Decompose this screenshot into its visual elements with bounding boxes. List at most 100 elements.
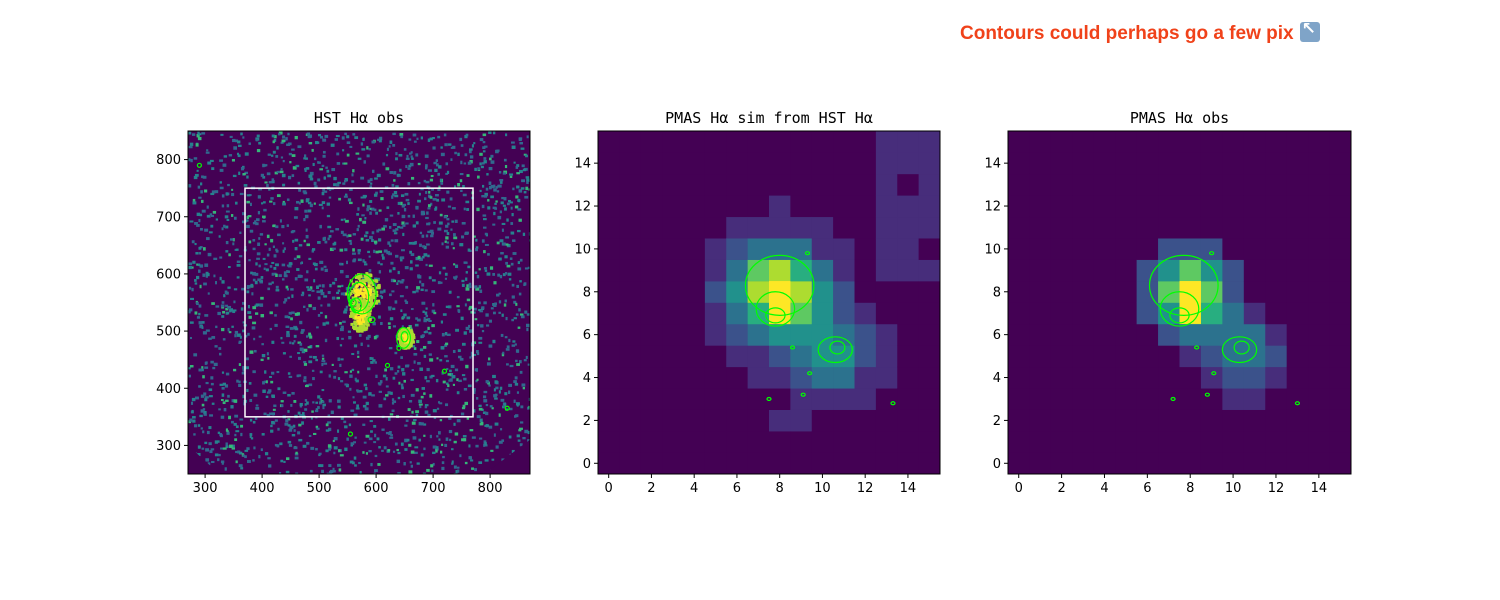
noise-pixel [488, 384, 491, 387]
noise-pixel [386, 206, 390, 209]
noise-pixel [282, 159, 285, 163]
noise-pixel [451, 207, 456, 210]
noise-pixel [253, 446, 256, 450]
pmas-pixel [704, 281, 727, 303]
noise-pixel [275, 249, 279, 253]
noise-pixel [284, 315, 289, 319]
emission-pixel [359, 321, 363, 325]
noise-pixel [483, 301, 487, 305]
emission-pixel [355, 290, 359, 294]
pmas-pixel [1072, 195, 1095, 218]
noise-pixel [523, 282, 527, 286]
noise-pixel [301, 421, 304, 425]
noise-pixel [321, 400, 325, 404]
noise-pixel [246, 175, 249, 179]
noise-pixel [353, 441, 356, 444]
noise-pixel [522, 232, 526, 236]
noise-pixel [206, 214, 211, 218]
pmas-pixel [1029, 238, 1052, 260]
noise-pixel [271, 371, 275, 375]
noise-pixel [448, 143, 452, 146]
noise-pixel [188, 309, 191, 314]
noise-pixel [368, 148, 371, 151]
noise-pixel [301, 412, 305, 416]
pmas-pixel [811, 216, 834, 239]
contour-line [800, 392, 806, 397]
noise-pixel [354, 464, 357, 467]
noise-pixel [517, 326, 521, 329]
noise-pixel [303, 191, 308, 195]
noise-pixel [197, 424, 201, 427]
noise-pixel [339, 262, 342, 266]
noise-pixel [469, 356, 472, 359]
noise-pixel [233, 368, 237, 372]
noise-pixel [254, 220, 257, 223]
noise-pixel [484, 442, 487, 446]
noise-pixel [210, 214, 215, 217]
noise-pixel [316, 285, 320, 290]
pmas-pixel [897, 281, 919, 303]
noise-pixel [413, 352, 418, 356]
noise-pixel [231, 192, 235, 197]
noise-pixel [327, 414, 331, 418]
pmas-pixel [854, 323, 877, 346]
noise-pixel [400, 442, 404, 446]
noise-pixel [395, 228, 399, 231]
noise-pixel [498, 257, 502, 261]
noise-pixel [274, 171, 278, 175]
pmas-pixel [875, 431, 898, 453]
pmas-pixel [1072, 366, 1095, 389]
noise-pixel [482, 133, 487, 137]
noise-pixel [390, 391, 393, 395]
pmas-pixel [875, 409, 898, 432]
noise-pixel [461, 407, 466, 410]
noise-pixel [456, 295, 460, 299]
pmas-pixel [1008, 388, 1030, 410]
pmas-pixel [619, 152, 642, 175]
noise-pixel [289, 425, 294, 430]
noise-pixel [490, 154, 494, 158]
pmas-pixel [1115, 152, 1137, 175]
noise-pixel [230, 214, 234, 217]
noise-pixel [463, 377, 467, 381]
noise-pixel [377, 382, 382, 385]
noise-pixel [518, 137, 523, 140]
pmas-pixel [1222, 345, 1245, 368]
noise-pixel [308, 360, 313, 364]
noise-pixel [303, 379, 307, 383]
pmas-pixel [598, 452, 620, 474]
noise-pixel [414, 451, 418, 454]
noise-pixel [301, 351, 306, 354]
noise-pixel [324, 315, 328, 319]
noise-pixel [297, 431, 301, 435]
noise-pixel [471, 436, 476, 439]
noise-pixel [415, 221, 419, 225]
noise-pixel [437, 227, 442, 231]
pmas-pixel [1308, 431, 1330, 453]
pmas-pixel [811, 281, 834, 303]
noise-pixel [220, 415, 225, 419]
noise-pixel [510, 222, 514, 225]
noise-pixel [403, 148, 407, 151]
pmas-pixel [1329, 345, 1351, 368]
noise-pixel [280, 336, 283, 340]
noise-pixel [496, 293, 500, 297]
noise-pixel [450, 242, 454, 246]
noise-pixel [470, 311, 473, 314]
noise-pixel [273, 135, 277, 139]
noise-pixel [220, 304, 225, 308]
noise-pixel [463, 162, 467, 165]
noise-pixel [302, 190, 307, 193]
emission-pixel [357, 315, 361, 319]
noise-pixel [383, 397, 387, 401]
noise-pixel [466, 298, 471, 302]
pmas-pixel [1158, 216, 1180, 239]
pmas-pixel [598, 431, 620, 453]
noise-pixel [465, 364, 469, 369]
noise-pixel [314, 185, 318, 188]
noise-pixel [421, 334, 425, 337]
noise-pixel [292, 424, 296, 428]
pmas-pixel [854, 302, 877, 325]
contour-line [400, 331, 409, 343]
noise-pixel [406, 438, 410, 442]
